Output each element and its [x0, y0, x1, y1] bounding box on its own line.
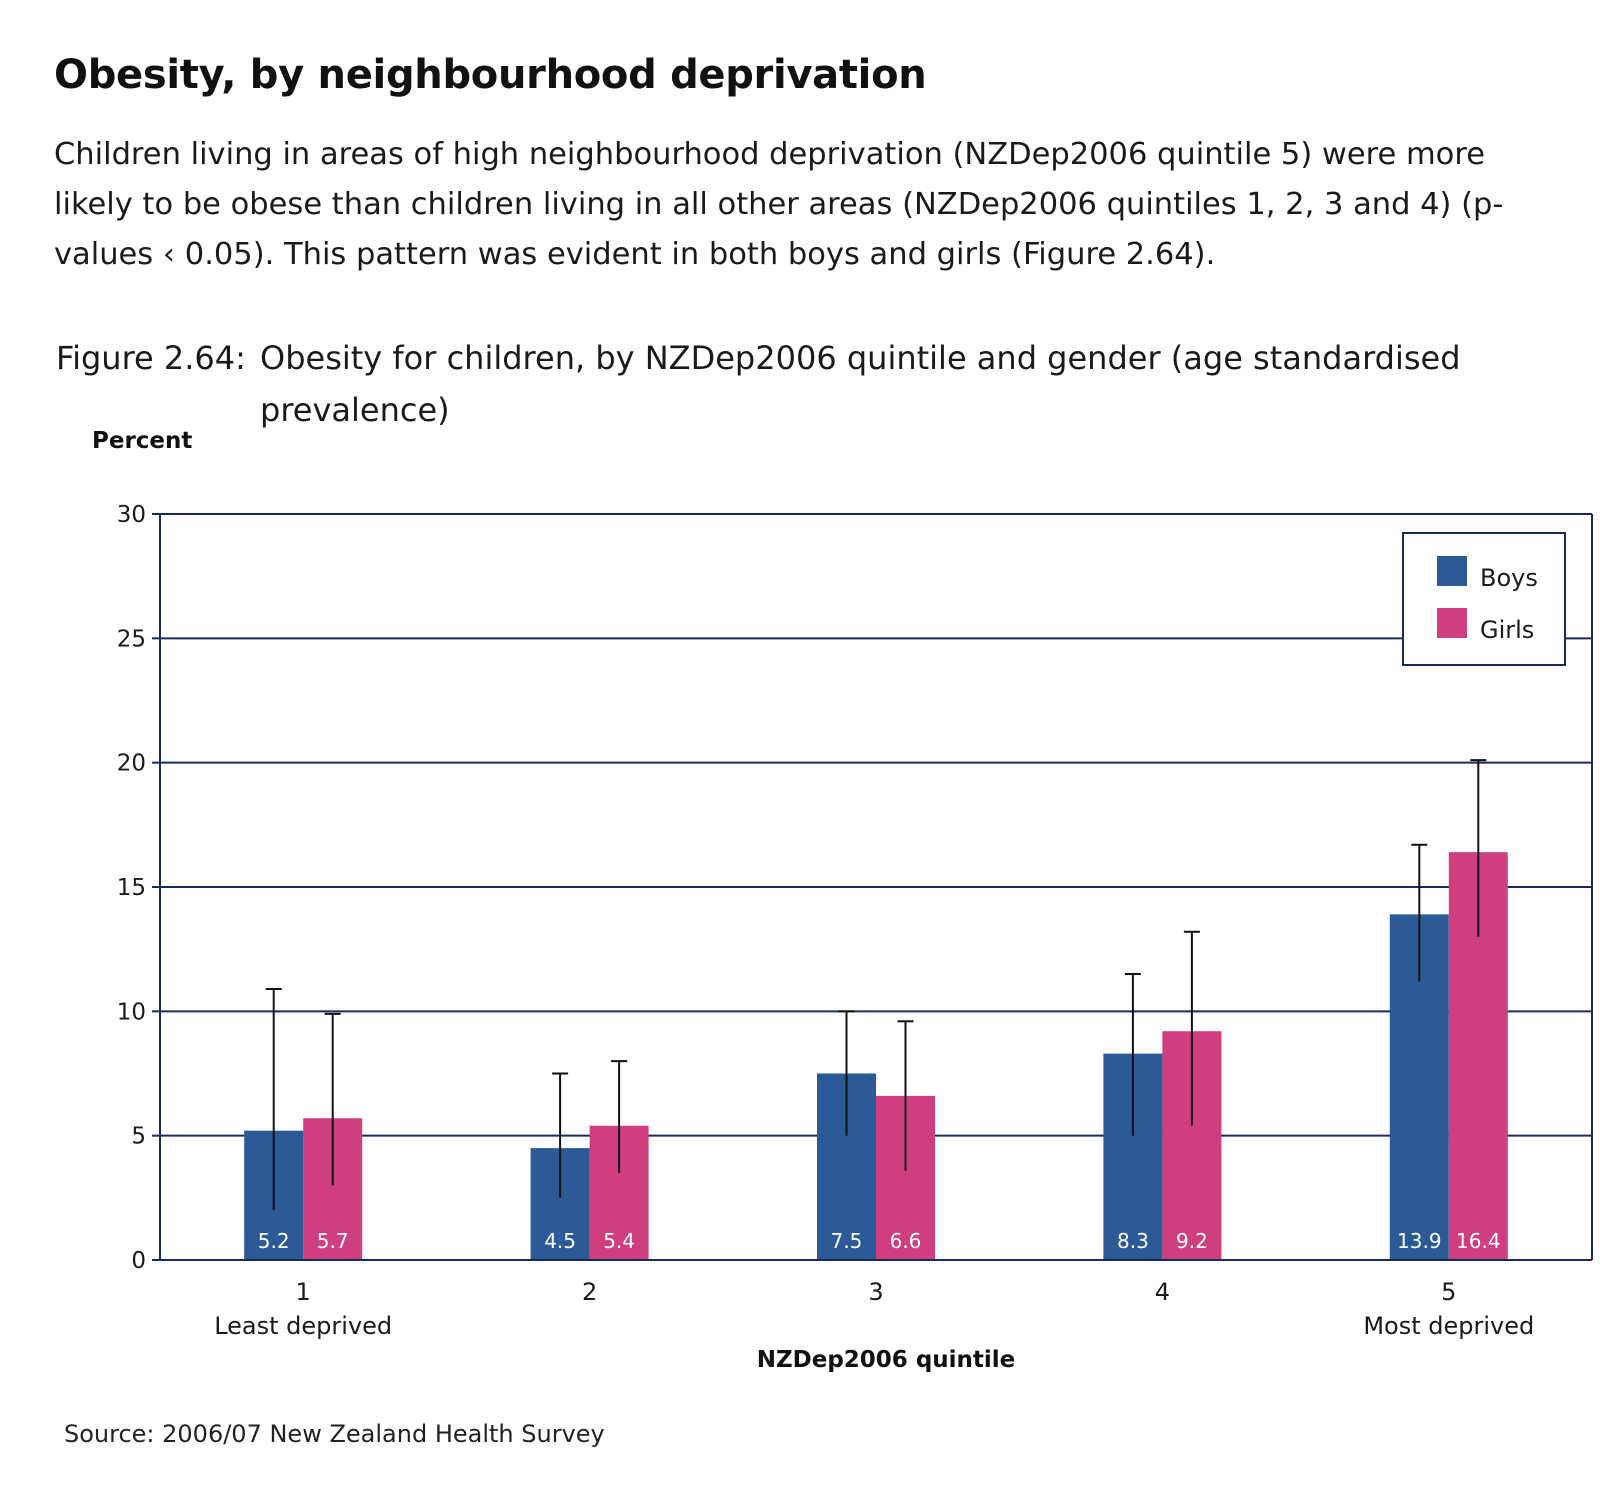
bars [244, 852, 1508, 1260]
y-tick-label: 30 [117, 502, 146, 528]
figure-number: Figure 2.64: [56, 339, 246, 377]
data-label-girls-q5: 16.4 [1456, 1229, 1501, 1253]
error-bars [265, 759, 1487, 1211]
legend: Boys Girls [1402, 532, 1566, 666]
x-tick-sublabel: Most deprived [1363, 1312, 1534, 1340]
data-label-girls-q3: 6.6 [890, 1229, 922, 1253]
data-label-boys-q4: 8.3 [1117, 1229, 1149, 1253]
data-label-boys-q2: 4.5 [544, 1229, 576, 1253]
data-labels: 5.2 5.7 4.5 5.4 7.5 6.6 8.3 9.2 13.9 16.4 [258, 1229, 1501, 1253]
y-tick-label: 10 [117, 999, 146, 1025]
y-tick-label: 15 [117, 875, 146, 901]
legend-swatch-girls [1437, 608, 1467, 638]
data-label-boys-q3: 7.5 [831, 1229, 863, 1253]
x-tick-label: 5 [1441, 1278, 1456, 1306]
section-heading: Obesity, by neighbourhood deprivation [54, 52, 927, 98]
data-label-girls-q4: 9.2 [1176, 1229, 1208, 1253]
legend-frame [1402, 532, 1566, 666]
figure-title: Obesity for children, by NZDep2006 quint… [260, 339, 1461, 429]
data-label-boys-q1: 5.2 [258, 1229, 290, 1253]
axes: 0 5 10 15 20 25 30 1 Least deprived 2 3 4 5 Most depr… [117, 502, 1593, 1340]
x-tick-label: 4 [1155, 1278, 1170, 1306]
y-axis-label: Percent [92, 428, 193, 454]
legend-label-boys: Boys [1480, 564, 1538, 592]
x-tick-sublabel: Least deprived [214, 1312, 392, 1340]
intro-paragraph: Children living in areas of high neighbo… [54, 137, 1504, 272]
y-tick-label: 25 [117, 626, 146, 652]
x-axis-title: NZDep2006 quintile [757, 1347, 1016, 1373]
x-tick-label: 2 [582, 1278, 597, 1306]
legend-swatch-boys [1437, 556, 1467, 586]
data-label-boys-q5: 13.9 [1397, 1229, 1442, 1253]
legend-label-girls: Girls [1480, 616, 1534, 644]
figure-caption: Figure 2.64: Obesity for children, by NZ… [56, 332, 1480, 436]
source-note: Source: 2006/07 New Zealand Health Surve… [64, 1420, 605, 1448]
x-tick-label: 1 [296, 1278, 311, 1306]
y-tick-label: 5 [131, 1124, 146, 1150]
x-tick-label: 3 [868, 1278, 883, 1306]
y-tick-label: 0 [131, 1248, 146, 1274]
gridlines [160, 513, 1592, 1137]
data-label-girls-q2: 5.4 [603, 1229, 635, 1253]
data-label-girls-q1: 5.7 [317, 1229, 349, 1253]
y-tick-label: 20 [117, 751, 146, 777]
